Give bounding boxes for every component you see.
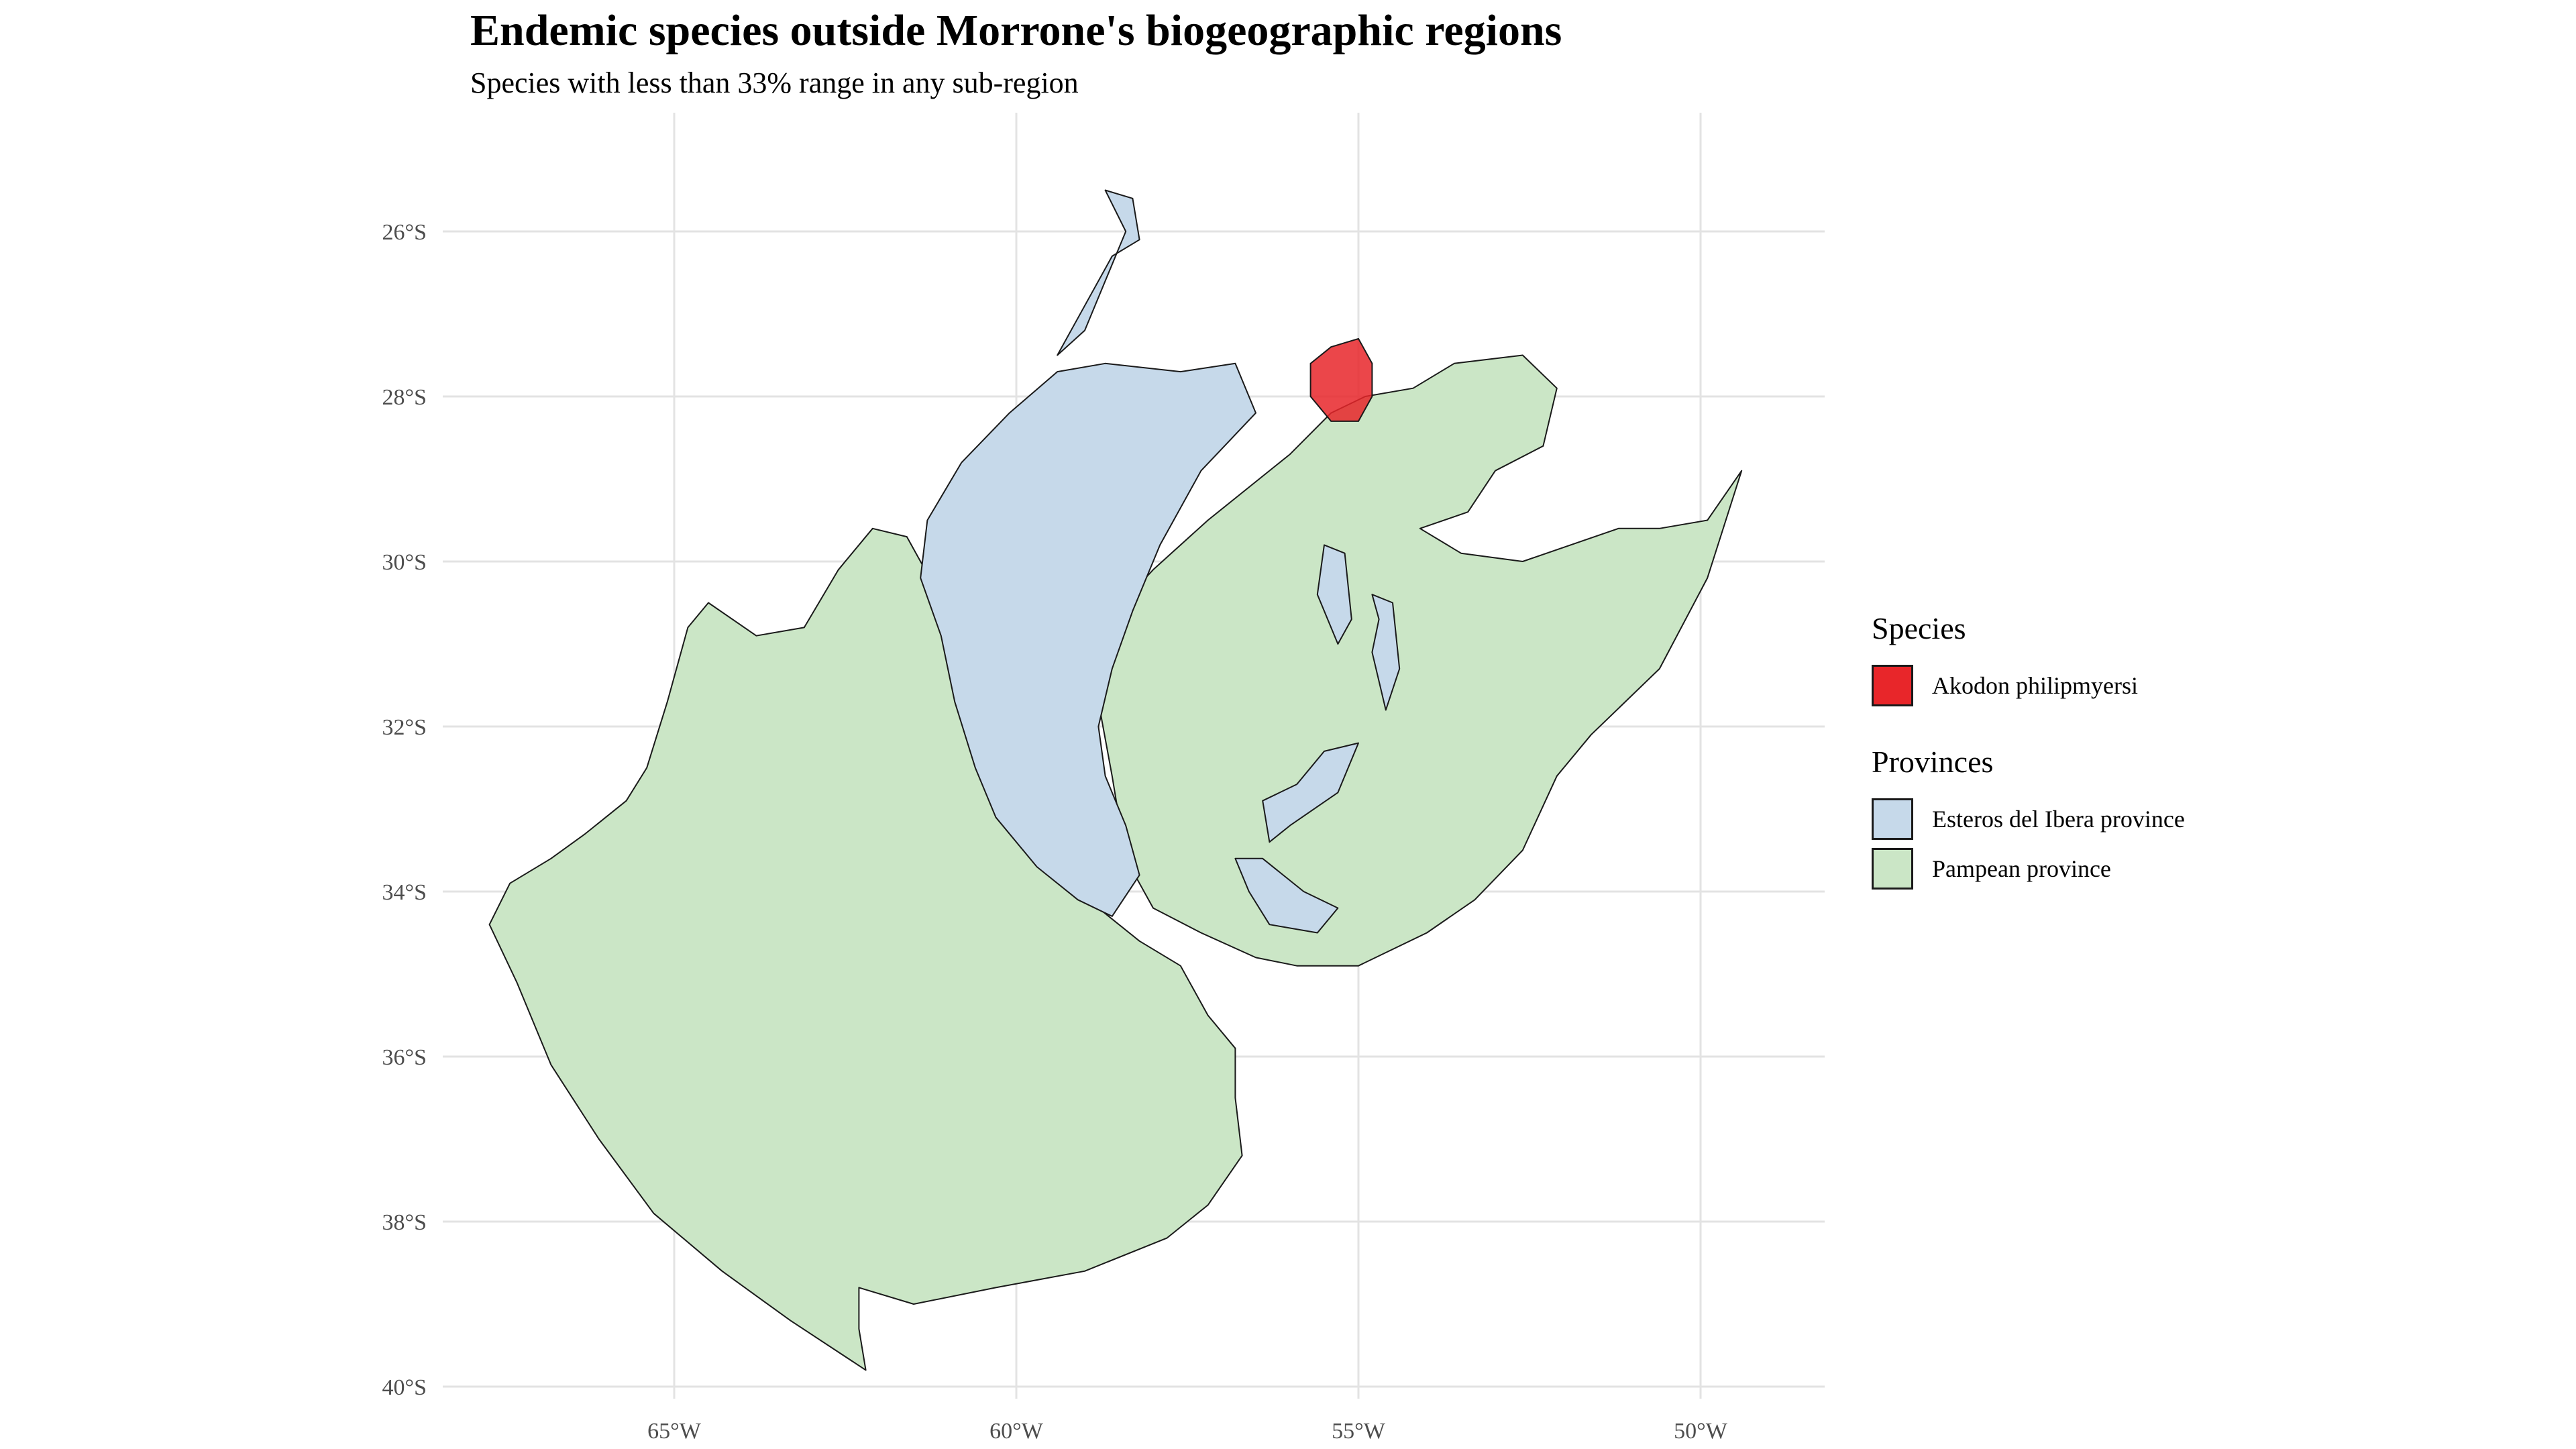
legend-species-title: Species [1872,611,1966,645]
province-esteros-del-ibera-province-polygon-3 [1316,544,1352,645]
legend-species-group: Species Akodon philipmyersi [1872,610,2341,710]
legend-label-esteros-del-ibera: Esteros del Ibera province [1932,806,2185,833]
legend-item-pampean: Pampean province [1872,844,2341,894]
legend-swatch-akodon-philipmyersi [1872,665,1913,706]
legend-provinces-group: Provinces Esteros del Ibera province Pam… [1872,744,2341,894]
province-esteros-del-ibera-province-polygon-4 [1234,857,1339,934]
lat-tick-label-3: 32°S [382,715,427,740]
lon-tick-label-1: 60°W [989,1419,1044,1444]
chart-subtitle: Species with less than 33% range in any … [470,66,1079,99]
lon-tick-label-2: 55°W [1332,1419,1386,1444]
legend-swatch-pampean [1872,848,1913,890]
lat-tick-label-2: 30°S [382,550,427,575]
province-layer [488,189,1743,1371]
lat-tick-label-1: 28°S [382,385,427,410]
legend-item-esteros-del-ibera: Esteros del Ibera province [1872,794,2341,844]
chart-title: Endemic species outside Morrone's biogeo… [470,6,1562,55]
lat-tick-label-0: 26°S [382,220,427,245]
legend: Species Akodon philipmyersi Provinces Es… [1872,610,2341,894]
legend-label-akodon-philipmyersi: Akodon philipmyersi [1932,672,2138,699]
lat-tick-label-7: 40°S [382,1375,427,1400]
lat-tick-label-4: 34°S [382,880,427,905]
legend-item-akodon-philipmyersi: Akodon philipmyersi [1872,661,2341,710]
lon-tick-label-0: 65°W [647,1419,702,1444]
legend-swatch-esteros-del-ibera [1872,798,1913,840]
province-esteros-del-ibera-province-polygon-5 [1262,742,1359,843]
lat-tick-label-5: 36°S [382,1045,427,1070]
province-esteros-del-ibera-province-polygon-1 [1057,189,1140,356]
province-esteros-del-ibera-province-polygon-2 [1371,594,1401,711]
legend-label-pampean: Pampean province [1932,855,2111,882]
axis-labels: 26°S 28°S 30°S 32°S 34°S 36°S 38°S 40°S 65°W 60°W… [382,220,1727,1444]
legend-provinces-title: Provinces [1872,745,1994,779]
species-range-akodon-philipmyersi [1309,337,1373,422]
province-esteros-del-ibera-province-polygon-0 [920,362,1256,917]
lat-tick-label-6: 38°S [382,1210,427,1235]
lon-tick-label-3: 50°W [1674,1419,1728,1444]
species-layer [1309,337,1373,422]
